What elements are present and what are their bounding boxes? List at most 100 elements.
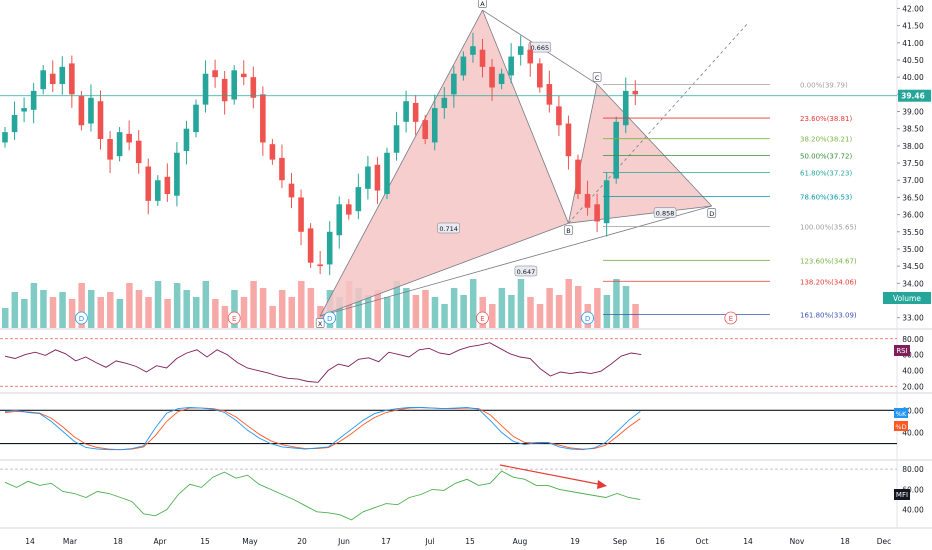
candle-body <box>527 49 534 64</box>
x-axis-tick-label: Apr <box>154 537 168 546</box>
pattern-line <box>320 205 712 317</box>
candle-body <box>298 197 304 232</box>
candle-body <box>59 66 66 85</box>
volume-bar <box>489 304 496 328</box>
price-tick-label: 34.50 <box>902 262 924 271</box>
volume-bar <box>317 306 324 328</box>
candle-body <box>250 77 257 98</box>
price-tick-label: 35.50 <box>902 228 924 237</box>
candle-body <box>489 66 495 88</box>
volume-bar <box>193 297 200 328</box>
volume-bar <box>221 306 229 328</box>
volume-bar <box>450 288 458 328</box>
mfi-divergence-arrowhead <box>597 480 607 489</box>
mfi-divergence-arrow <box>499 464 604 486</box>
candle-body <box>613 121 619 179</box>
event-marker-label: E <box>232 315 236 323</box>
stoch-d-badge <box>894 421 908 431</box>
candle-body <box>69 63 75 95</box>
fib-level-label: 38.20%(38.21) <box>800 136 852 144</box>
pattern-point-marker <box>478 0 487 9</box>
x-axis-tick-label: 15 <box>465 537 475 546</box>
stoch-tick-label: 40.00 <box>902 428 924 437</box>
fib-level-label: 123.60%(34.67) <box>800 257 857 265</box>
candle-body <box>183 128 190 152</box>
pattern-ratio-label: 0.647 <box>517 268 536 276</box>
rsi-tick-label: 20.00 <box>902 382 924 391</box>
rsi-tick-label: 60.00 <box>902 351 924 360</box>
candle-body <box>479 49 486 67</box>
volume-bar <box>431 297 439 328</box>
candle-body <box>40 70 46 90</box>
candle-body <box>556 106 562 126</box>
event-marker-label: D <box>79 315 84 323</box>
volume-bar <box>422 290 429 328</box>
candle-body <box>269 144 276 160</box>
price-tick-label: 40.50 <box>902 56 924 65</box>
pattern-ratio-box <box>514 265 538 277</box>
fib-level-label: 100.00%(35.65) <box>800 224 857 232</box>
candle-body <box>202 73 209 105</box>
volume-bar <box>555 295 563 328</box>
price-tick-label: 36.00 <box>902 211 924 220</box>
pattern-line <box>596 83 712 207</box>
candle-body <box>260 94 266 143</box>
candle-body <box>594 204 600 222</box>
volume-bar <box>288 297 295 328</box>
fib-level-label: 50.00%(37.72) <box>800 153 852 161</box>
candle-body <box>412 102 419 122</box>
volume-bar <box>336 297 343 328</box>
volume-bar <box>49 297 57 328</box>
candle-body <box>107 139 113 160</box>
candle-body <box>441 97 448 109</box>
x-axis-tick-label: 18 <box>113 537 123 546</box>
event-marker <box>323 311 337 325</box>
candle-body <box>565 123 572 157</box>
volume-bar <box>269 306 276 328</box>
x-axis-tick-label: 15 <box>200 537 210 546</box>
candle-body <box>116 132 123 157</box>
volume-bar <box>11 292 19 328</box>
candle-body <box>307 228 314 263</box>
volume-bar <box>59 292 66 328</box>
candle-body <box>126 133 132 143</box>
volume-bar <box>87 290 95 328</box>
pattern-point-label: X <box>318 320 323 328</box>
candle-body <box>393 125 400 153</box>
x-axis-tick-label: Oct <box>696 537 709 546</box>
candle-body <box>279 157 285 181</box>
pattern-ratio-label: 0.858 <box>656 210 675 218</box>
x-axis-tick-label: 16 <box>655 537 665 546</box>
pattern-point-label: A <box>480 0 485 8</box>
candle-body <box>11 114 18 133</box>
candle-body <box>317 264 323 267</box>
volume-bar <box>575 286 582 328</box>
volume-bars <box>2 279 639 328</box>
volume-bar <box>40 290 47 328</box>
candle-body <box>240 73 247 78</box>
price-tick-label: 41.50 <box>902 22 924 31</box>
price-tick-label: 33.00 <box>902 314 924 323</box>
volume-bar <box>498 288 506 328</box>
rsi-tick-label: 80.00 <box>902 335 924 344</box>
volume-bar <box>603 295 611 328</box>
pattern-point-label: B <box>566 227 570 235</box>
volume-bar <box>307 288 315 328</box>
volume-bar <box>2 308 9 328</box>
stoch-k-label: %K <box>896 410 907 418</box>
candle-body <box>403 101 409 122</box>
pattern-ratio-box <box>437 222 460 234</box>
candle-body <box>97 101 104 140</box>
volume-bar <box>126 283 133 328</box>
volume-bar <box>278 290 286 328</box>
price-tick-label: 42.00 <box>902 4 924 13</box>
volume-bar <box>78 283 85 328</box>
candle-body <box>21 108 27 112</box>
x-axis-tick-label: 19 <box>570 537 580 546</box>
candle-body <box>2 132 8 143</box>
event-marker-label: D <box>327 315 332 323</box>
volume-bar <box>183 290 190 328</box>
candle-body <box>174 152 180 196</box>
price-tick-label: 37.50 <box>902 159 924 168</box>
fib-level-label: 138.20%(34.06) <box>800 278 857 286</box>
